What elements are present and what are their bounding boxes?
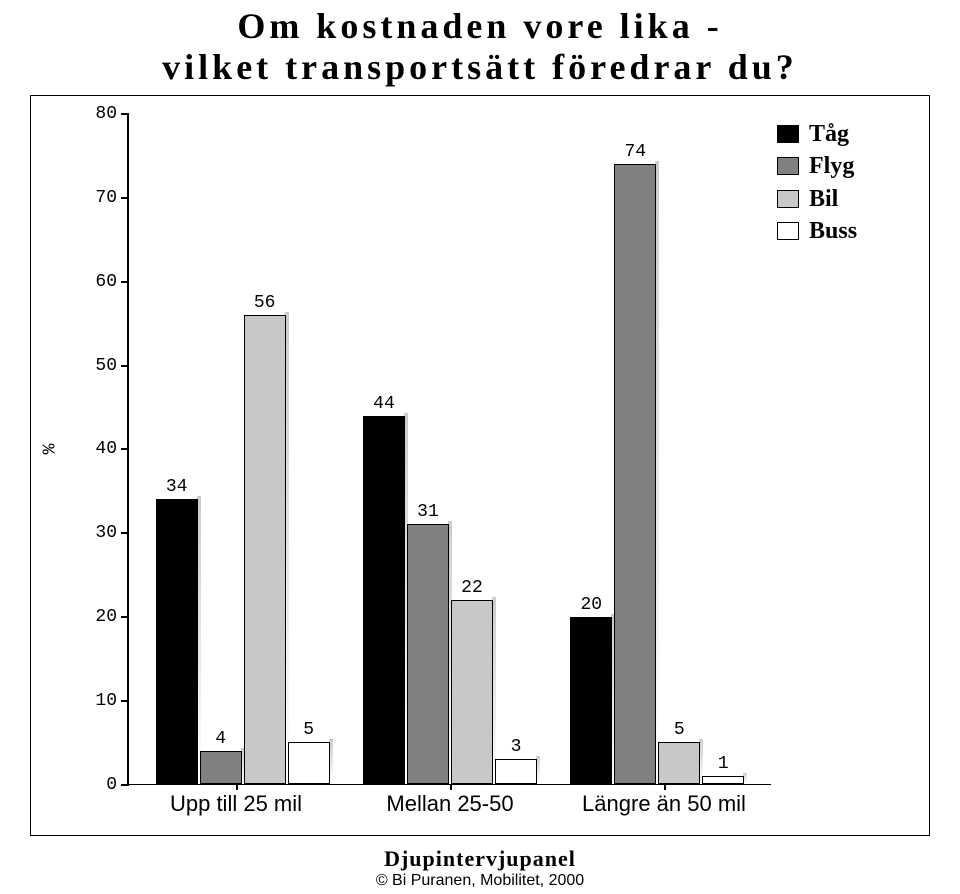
bar-wrap: 22 [451, 600, 493, 784]
y-axis: % 01020304050607080 [49, 114, 129, 785]
y-tick: 10 [95, 691, 117, 711]
bar [244, 315, 286, 784]
bar [570, 617, 612, 785]
x-category-label: Mellan 25-50 [343, 791, 557, 825]
bar-value-label: 1 [718, 754, 729, 774]
legend-swatch [777, 222, 799, 240]
bar [451, 600, 493, 784]
chart-title: Om kostnaden vore lika - vilket transpor… [0, 0, 960, 95]
bar [614, 164, 656, 784]
bar-wrap: 74 [614, 164, 656, 784]
bar-value-label: 5 [674, 720, 685, 740]
bar-wrap: 56 [244, 315, 286, 784]
x-category-label: Upp till 25 mil [129, 791, 343, 825]
bar [363, 416, 405, 785]
legend: TågFlygBilBuss [771, 114, 911, 825]
title-line-1: Om kostnaden vore lika - [237, 6, 722, 46]
y-tick: 70 [95, 188, 117, 208]
y-tick: 40 [95, 439, 117, 459]
bar-wrap: 5 [658, 742, 700, 784]
bar-wrap: 3 [495, 759, 537, 784]
page: Om kostnaden vore lika - vilket transpor… [0, 0, 960, 894]
chart-frame: % 01020304050607080 3445654431223207451 … [30, 95, 930, 836]
x-tick [664, 784, 666, 790]
footer-subtitle: Djupintervjupanel [0, 846, 960, 872]
y-axis-label: % [40, 444, 60, 455]
bar-value-label: 5 [303, 720, 314, 740]
bar-value-label: 34 [166, 477, 188, 497]
bar-value-label: 31 [417, 502, 439, 522]
category-group: 4431223 [346, 416, 553, 785]
x-tick [450, 784, 452, 790]
y-tick: 0 [106, 775, 117, 795]
bar [702, 776, 744, 784]
legend-swatch [777, 190, 799, 208]
y-axis-container: % 01020304050607080 [49, 114, 129, 825]
bar [156, 499, 198, 784]
legend-swatch [777, 125, 799, 143]
bar-wrap: 1 [702, 776, 744, 784]
y-tick: 80 [95, 104, 117, 124]
bar-wrap: 4 [200, 751, 242, 785]
bar-value-label: 22 [461, 578, 483, 598]
y-tick: 30 [95, 523, 117, 543]
bar-value-label: 20 [581, 595, 603, 615]
bar [495, 759, 537, 784]
bar-wrap: 44 [363, 416, 405, 785]
bar-wrap: 5 [288, 742, 330, 784]
legend-item: Flyg [777, 150, 905, 182]
category-group: 344565 [139, 315, 346, 784]
x-axis-labels: Upp till 25 milMellan 25-50Längre än 50 … [129, 785, 771, 825]
legend-item: Buss [777, 215, 905, 247]
plot-column: % 01020304050607080 3445654431223207451 … [49, 114, 771, 825]
bar-value-label: 44 [373, 394, 395, 414]
category-group: 207451 [554, 164, 761, 784]
y-tick: 50 [95, 356, 117, 376]
footer: Djupintervjupanel © Bi Puranen, Mobilite… [0, 836, 960, 894]
bar-value-label: 3 [511, 737, 522, 757]
bar [658, 742, 700, 784]
legend-label: Flyg [809, 150, 854, 182]
bar [407, 524, 449, 784]
legend-label: Bil [809, 183, 838, 215]
x-tick [236, 784, 238, 790]
legend-item: Bil [777, 183, 905, 215]
bar-value-label: 56 [254, 293, 276, 313]
bar [200, 751, 242, 785]
plot-area: 3445654431223207451 [129, 114, 771, 785]
bar-wrap: 31 [407, 524, 449, 784]
bar-value-label: 74 [625, 142, 647, 162]
legend-label: Tåg [809, 118, 849, 150]
bar-wrap: 20 [570, 617, 612, 785]
footer-copyright: © Bi Puranen, Mobilitet, 2000 [0, 872, 960, 890]
bar [288, 742, 330, 784]
title-line-2: vilket transportsätt föredrar du? [162, 47, 798, 87]
x-category-label: Längre än 50 mil [557, 791, 771, 825]
bar-wrap: 34 [156, 499, 198, 784]
legend-item: Tåg [777, 118, 905, 150]
bar-value-label: 4 [215, 729, 226, 749]
y-tick: 60 [95, 272, 117, 292]
y-tick: 20 [95, 607, 117, 627]
plot-area-column: 3445654431223207451 Upp till 25 milMella… [129, 114, 771, 825]
legend-label: Buss [809, 215, 857, 247]
legend-swatch [777, 157, 799, 175]
